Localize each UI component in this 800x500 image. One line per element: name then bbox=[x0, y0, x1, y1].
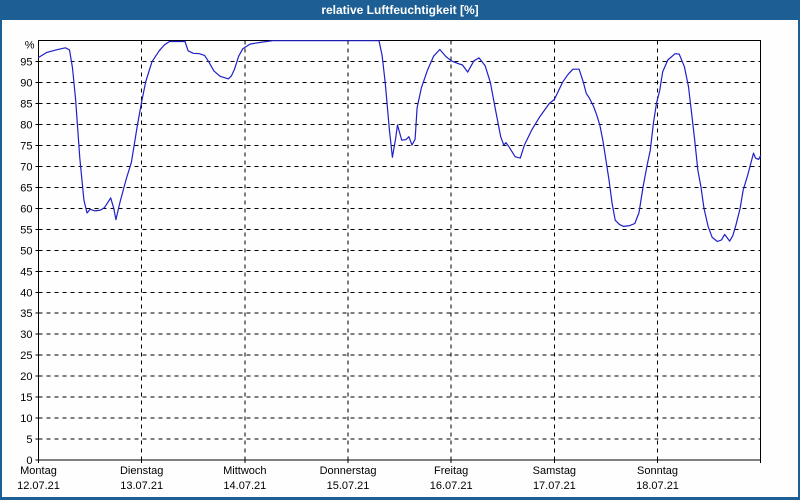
series-line-relative-luftfeuchtigkeit bbox=[37, 40, 762, 243]
y-tick-label: 5 bbox=[26, 434, 32, 446]
y-tick-label: 95 bbox=[20, 57, 32, 69]
x-day-label: Mittwoch bbox=[223, 465, 266, 477]
y-tick-label: 50 bbox=[20, 245, 32, 257]
x-date-label: 15.07.21 bbox=[327, 480, 370, 492]
y-tick-label: 20 bbox=[20, 371, 32, 383]
y-tick-label: 45 bbox=[20, 266, 32, 278]
x-date-label: 16.07.21 bbox=[430, 480, 473, 492]
title-bar[interactable]: relative Luftfeuchtigkeit [%] bbox=[0, 0, 800, 20]
y-tick-label: 85 bbox=[20, 99, 32, 111]
y-tick-label: 10 bbox=[20, 413, 32, 425]
y-tick-label: 40 bbox=[20, 287, 32, 299]
y-tick-label: 90 bbox=[20, 78, 32, 90]
y-axis-unit: % bbox=[25, 40, 35, 52]
x-date-label: 12.07.21 bbox=[17, 480, 60, 492]
y-tick-label: 70 bbox=[20, 161, 32, 173]
y-tick-label: 55 bbox=[20, 224, 32, 236]
y-tick-label: 25 bbox=[20, 350, 32, 362]
x-day-label: Sonntag bbox=[637, 465, 678, 477]
window-border-left bbox=[0, 0, 2, 500]
y-tick-label: 15 bbox=[20, 392, 32, 404]
y-tick-label: 30 bbox=[20, 329, 32, 341]
y-tick-label: 35 bbox=[20, 308, 32, 320]
x-date-label: 13.07.21 bbox=[120, 480, 163, 492]
x-date-label: 14.07.21 bbox=[223, 480, 266, 492]
x-day-label: Montag bbox=[20, 465, 57, 477]
x-date-label: 18.07.21 bbox=[636, 480, 679, 492]
window-border-bottom bbox=[0, 497, 800, 500]
y-tick-label: 60 bbox=[20, 203, 32, 215]
window-title: relative Luftfeuchtigkeit [%] bbox=[321, 3, 479, 17]
y-tick-label: 75 bbox=[20, 141, 32, 153]
x-day-label: Samstag bbox=[533, 465, 576, 477]
y-tick-label: 80 bbox=[20, 120, 32, 132]
x-day-label: Freitag bbox=[434, 465, 468, 477]
x-day-label: Dienstag bbox=[120, 465, 163, 477]
y-tick-label: 65 bbox=[20, 182, 32, 194]
x-day-label: Donnerstag bbox=[320, 465, 377, 477]
y-tick-label: 0 bbox=[26, 455, 32, 467]
window-border-right bbox=[798, 0, 800, 500]
x-date-label: 17.07.21 bbox=[533, 480, 576, 492]
